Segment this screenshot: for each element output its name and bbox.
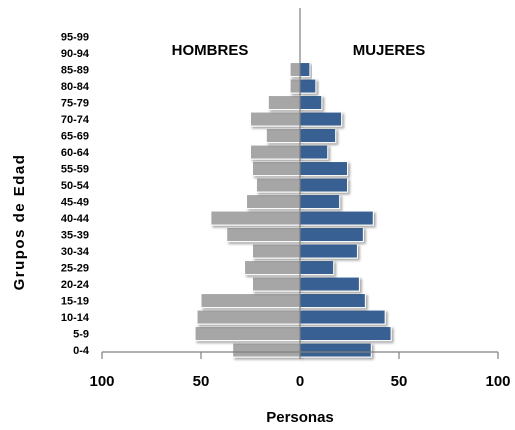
age-group-label-85-89: 85-89 bbox=[61, 65, 89, 77]
female-bar-60-64 bbox=[299, 144, 329, 160]
female-bar-75-79 bbox=[299, 95, 323, 111]
age-group-label-15-19: 15-19 bbox=[61, 296, 89, 308]
age-group-label-50-54: 50-54 bbox=[61, 180, 90, 192]
age-group-label-40-44: 40-44 bbox=[61, 213, 90, 225]
female-bar-15-19 bbox=[299, 293, 366, 309]
male-bar-40-44 bbox=[210, 210, 301, 226]
male-bar-10-14 bbox=[196, 309, 301, 325]
female-bar-30-34 bbox=[299, 243, 358, 259]
age-group-label-25-29: 25-29 bbox=[61, 263, 89, 275]
male-bar-70-74 bbox=[250, 111, 301, 127]
age-group-label-90-94: 90-94 bbox=[61, 48, 90, 60]
male-bar-15-19 bbox=[200, 293, 301, 309]
male-bar-55-59 bbox=[251, 161, 301, 177]
age-group-label-60-64: 60-64 bbox=[61, 147, 90, 159]
bars-layer bbox=[194, 62, 392, 358]
male-bar-20-24 bbox=[251, 276, 301, 292]
hombres-label: HOMBRES bbox=[172, 42, 249, 59]
female-bar-50-54 bbox=[299, 177, 349, 193]
male-bar-30-34 bbox=[251, 243, 301, 259]
age-group-label-65-69: 65-69 bbox=[61, 131, 89, 143]
female-bar-5-9 bbox=[299, 326, 392, 342]
x-tick-label: 100 bbox=[89, 373, 114, 390]
age-group-label-20-24: 20-24 bbox=[61, 279, 90, 291]
age-group-label-45-49: 45-49 bbox=[61, 197, 89, 209]
female-bar-25-29 bbox=[299, 260, 335, 276]
female-bar-0-4 bbox=[299, 342, 372, 358]
female-bar-35-39 bbox=[299, 227, 364, 243]
male-bar-65-69 bbox=[265, 128, 301, 144]
age-group-label-75-79: 75-79 bbox=[61, 98, 89, 110]
age-group-label-5-9: 5-9 bbox=[73, 329, 89, 341]
male-bar-75-79 bbox=[267, 95, 301, 111]
age-group-label-80-84: 80-84 bbox=[61, 81, 90, 93]
male-bar-85-89 bbox=[289, 62, 301, 78]
male-bar-45-49 bbox=[246, 194, 301, 210]
female-bar-10-14 bbox=[299, 309, 386, 325]
female-bar-70-74 bbox=[299, 111, 343, 127]
age-group-label-35-39: 35-39 bbox=[61, 230, 89, 242]
male-bar-0-4 bbox=[232, 342, 301, 358]
mujeres-label: MUJERES bbox=[353, 42, 426, 59]
age-group-label-0-4: 0-4 bbox=[73, 345, 90, 357]
x-tick-label: 100 bbox=[485, 373, 510, 390]
x-tick-label: 0 bbox=[296, 373, 304, 390]
female-bar-80-84 bbox=[299, 78, 317, 94]
male-bar-50-54 bbox=[255, 177, 301, 193]
x-tick-label: 50 bbox=[391, 373, 408, 390]
male-bar-5-9 bbox=[194, 326, 301, 342]
male-bar-60-64 bbox=[250, 144, 301, 160]
age-group-labels: 0-4 5-9 10-14 15-19 20-24 25-29 30-34 35-39 40-4… bbox=[61, 32, 90, 357]
x-axis-title: Personas bbox=[266, 409, 334, 426]
female-bar-20-24 bbox=[299, 276, 360, 292]
male-bar-80-84 bbox=[289, 78, 301, 94]
age-group-label-10-14: 10-14 bbox=[61, 312, 90, 324]
female-bar-65-69 bbox=[299, 128, 337, 144]
female-bar-55-59 bbox=[299, 161, 349, 177]
female-bar-85-89 bbox=[299, 62, 311, 78]
x-tick-label: 50 bbox=[193, 373, 210, 390]
male-bar-35-39 bbox=[226, 227, 301, 243]
female-bar-40-44 bbox=[299, 210, 374, 226]
age-group-label-30-34: 30-34 bbox=[61, 246, 90, 258]
x-axis-ticks: 100 50 0 50 100 bbox=[89, 352, 511, 390]
age-group-label-55-59: 55-59 bbox=[61, 164, 89, 176]
male-bar-25-29 bbox=[244, 260, 301, 276]
age-group-label-70-74: 70-74 bbox=[61, 114, 90, 126]
age-group-label-95-99: 95-99 bbox=[61, 32, 89, 44]
y-axis-title: Grupos de Edad bbox=[11, 154, 28, 291]
female-bar-45-49 bbox=[299, 194, 341, 210]
